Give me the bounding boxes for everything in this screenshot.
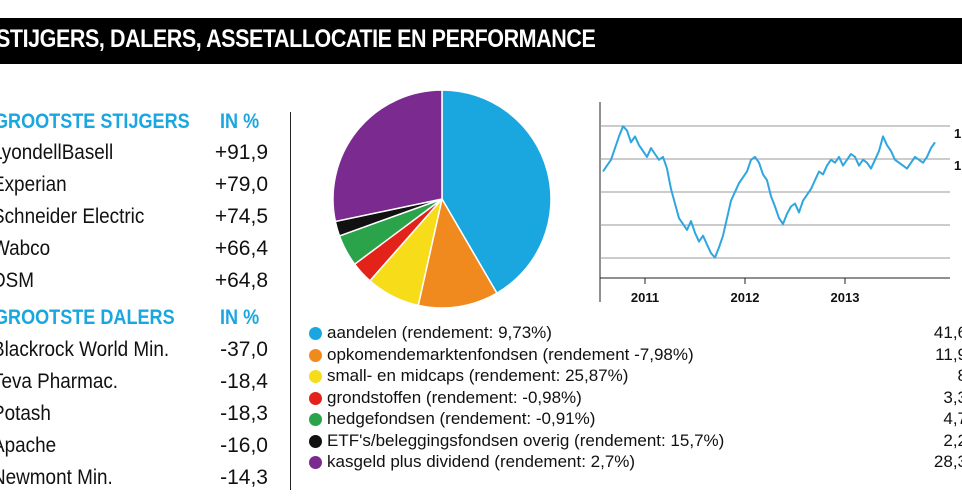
- legend-item: aandelen (rendement: 9,73%) 41,6: [305, 323, 962, 345]
- x-tick-label: 2011: [631, 290, 659, 302]
- legend-swatch: [309, 370, 322, 383]
- x-tick-label: 2012: [731, 290, 760, 302]
- stock-name: LyondellBasell: [0, 141, 114, 164]
- stock-name: DSM: [0, 269, 35, 292]
- pie-slice: [441, 89, 552, 295]
- legend-label: opkomendemarktenfondsen (rendement -7,98…: [327, 344, 694, 364]
- allocation-pie-chart: [332, 89, 552, 309]
- legend-label: aandelen (rendement: 9,73%): [327, 323, 552, 342]
- legend-label: kasgeld plus dividend (rendement: 2,7%): [327, 452, 636, 471]
- stock-name: Apache: [0, 434, 57, 457]
- legend-swatch: [309, 348, 322, 362]
- stock-change: -18,4: [220, 370, 268, 393]
- y-tick-label: 1: [954, 158, 961, 173]
- legend-label: ETF's/beleggingsfondsen overig (rendemen…: [327, 430, 725, 450]
- legend-label: hedgefondsen (rendement: -0,91%): [327, 409, 596, 428]
- fallers-pct-header: IN %: [220, 306, 260, 329]
- stock-name: Blackrock World Min.: [0, 338, 170, 361]
- legend-item: ETF's/beleggingsfondsen overig (rendemen…: [305, 431, 962, 453]
- stock-change: -37,0: [220, 338, 268, 361]
- performance-line: [602, 125, 936, 259]
- legend-swatch: [309, 391, 322, 405]
- stock-change: +74,5: [214, 205, 268, 228]
- pie-slice: [417, 196, 498, 309]
- legend-label: small- en midcaps (rendement: 25,87%): [327, 366, 629, 385]
- legend-label: grondstoffen (rendement: -0,98%): [327, 387, 582, 407]
- legend-value: 2,2: [943, 430, 962, 450]
- legend-swatch: [309, 434, 322, 448]
- performance-line-chart: 2011 2012 2013 1 1: [599, 102, 961, 302]
- legend-swatch: [309, 327, 322, 340]
- legend-value: 3,3: [943, 387, 962, 407]
- legend-value: 11,9: [935, 344, 962, 364]
- legend-swatch: [309, 456, 322, 469]
- stock-change: -14,3: [220, 466, 268, 489]
- legend-swatch: [309, 413, 322, 426]
- stock-name: Newmont Min.: [0, 466, 113, 489]
- stock-change: +64,8: [214, 269, 268, 292]
- title-banner: STIJGERS, DALERS, ASSETALLOCATIE EN PERF…: [0, 18, 962, 64]
- stock-name: Teva Pharmac.: [0, 370, 119, 393]
- stock-name: Potash: [0, 402, 51, 425]
- stock-name: Experian: [0, 173, 67, 196]
- risers-header: GROOTSTE STIJGERS: [0, 110, 190, 133]
- legend-value: 41,6: [933, 323, 962, 342]
- legend-item: grondstoffen (rendement: -0,98%) 3,3: [305, 388, 962, 410]
- legend-item: opkomendemarktenfondsen (rendement -7,98…: [305, 345, 962, 367]
- legend-value: 8: [305, 366, 962, 386]
- x-tick-label: 2013: [831, 290, 860, 302]
- legend-item: hedgefondsen (rendement: -0,91%) 4,7: [305, 409, 962, 431]
- column-divider: [290, 112, 291, 490]
- page-title: STIJGERS, DALERS, ASSETALLOCATIE EN PERF…: [0, 25, 596, 53]
- stock-change: +79,0: [214, 173, 268, 196]
- stock-name: Schneider Electric: [0, 205, 145, 228]
- stock-change: -16,0: [220, 434, 268, 457]
- legend-item: kasgeld plus dividend (rendement: 2,7%) 2…: [305, 452, 962, 474]
- stock-change: -18,3: [220, 402, 268, 425]
- fallers-header: GROOTSTE DALERS: [0, 306, 175, 329]
- legend-value: 4,7: [943, 409, 962, 428]
- risers-pct-header: IN %: [220, 110, 260, 133]
- legend-value: 28,3: [933, 452, 962, 471]
- legend-item: small- en midcaps (rendement: 25,87%)8: [305, 366, 962, 388]
- stock-change: +66,4: [214, 237, 268, 260]
- stock-name: Wabco: [0, 237, 51, 260]
- y-tick-label: 1: [954, 126, 961, 141]
- stock-change: +91,9: [214, 141, 268, 164]
- pie-slice: [332, 89, 443, 223]
